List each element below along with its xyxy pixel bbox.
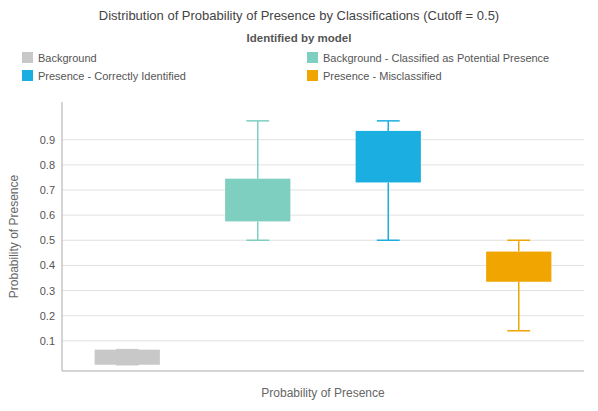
y-tick-label: 0.9 <box>40 134 55 146</box>
grid-line <box>62 189 584 190</box>
lower-cap <box>507 330 530 332</box>
y-tick-label: 0.5 <box>40 234 55 246</box>
legend-label: Background <box>38 52 97 64</box>
lower-cap <box>246 240 269 242</box>
legend-swatch <box>307 70 318 81</box>
chart: Distribution of Probability of Presence … <box>0 0 598 411</box>
legend-swatch <box>307 52 318 63</box>
upper-cap <box>507 240 530 242</box>
legend: Identified by model Background Background … <box>22 32 549 82</box>
box-group <box>95 350 160 365</box>
box <box>225 179 290 222</box>
grid-line <box>62 315 584 316</box>
legend-swatch <box>22 52 33 63</box>
grid-line <box>62 139 584 140</box>
legend-label: Presence - Correctly Identified <box>38 70 186 82</box>
box <box>95 350 160 365</box>
legend-swatch <box>22 70 33 81</box>
y-tick-label: 0.7 <box>40 184 55 196</box>
boxes <box>95 121 552 365</box>
grid-line <box>62 215 584 216</box>
grid <box>62 140 584 341</box>
y-axis-line <box>62 102 63 371</box>
x-axis-label: Probability of Presence <box>261 386 385 400</box>
title: Distribution of Probability of Presence … <box>99 8 499 23</box>
y-tick-label: 0.1 <box>40 335 55 347</box>
legend-label: Presence - Misclassified <box>323 70 442 82</box>
box-group <box>486 240 551 331</box>
upper-whisker <box>388 121 390 131</box>
grid-line <box>62 164 584 165</box>
lower-whisker <box>257 221 259 240</box>
y-tick-label: 0.4 <box>40 259 55 271</box>
grid-line <box>62 340 584 341</box>
legend-label: Background - Classified as Potential Pre… <box>323 52 549 64</box>
y-tick-label: 0.2 <box>40 310 55 322</box>
upper-whisker <box>518 240 520 251</box>
y-axis-label: Probability of Presence <box>7 174 21 298</box>
y-tick-label: 0.6 <box>40 209 55 221</box>
upper-whisker <box>257 121 259 179</box>
lower-whisker <box>388 182 390 240</box>
upper-cap <box>246 120 269 122</box>
y-tick-label: 0.8 <box>40 159 55 171</box>
box-group <box>225 121 290 240</box>
x-axis-line <box>62 371 584 372</box>
box <box>486 252 551 282</box>
grid-line <box>62 240 584 241</box>
lower-whisker <box>518 282 520 331</box>
y-tick-label: 0.3 <box>40 285 55 297</box>
upper-cap <box>377 120 400 122</box>
box-group <box>356 121 421 240</box>
box <box>356 131 421 183</box>
grid-line <box>62 290 584 291</box>
legend-title: Identified by model <box>247 32 352 44</box>
lower-cap <box>377 240 400 242</box>
